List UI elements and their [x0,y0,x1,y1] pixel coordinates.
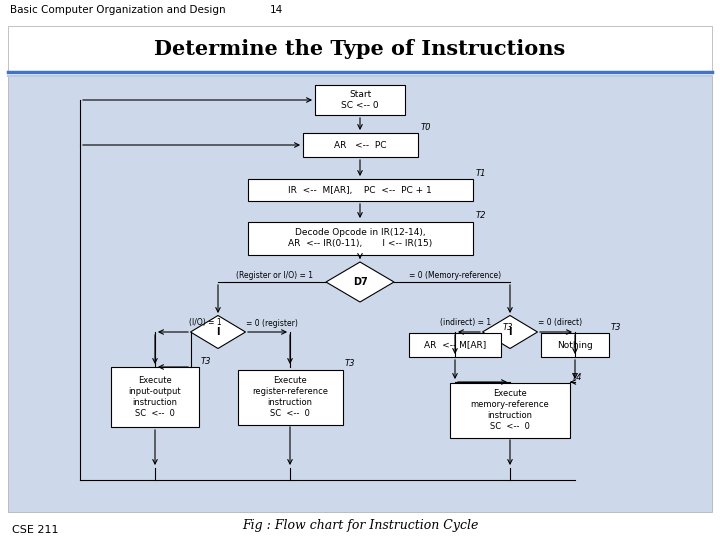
Text: T3: T3 [503,323,513,332]
Text: (indirect) = 1: (indirect) = 1 [441,319,492,327]
Text: = 0 (register): = 0 (register) [246,319,298,327]
Text: T3: T3 [201,357,212,366]
Text: Start
SC <-- 0: Start SC <-- 0 [341,90,379,110]
Polygon shape [191,315,246,348]
Text: Determine the Type of Instructions: Determine the Type of Instructions [154,39,566,59]
Polygon shape [482,315,538,348]
Text: T0: T0 [420,123,431,132]
Text: Nothing: Nothing [557,341,593,349]
Text: AR   <--  PC: AR <-- PC [334,140,386,150]
Text: Execute
memory-reference
instruction
SC  <--  0: Execute memory-reference instruction SC … [471,389,549,431]
Text: T3: T3 [344,360,355,368]
Bar [8,26,712,72]
Text: Basic Computer Organization and Design: Basic Computer Organization and Design [10,5,225,15]
Text: IR  <--  M[AR],    PC  <--  PC + 1: IR <-- M[AR], PC <-- PC + 1 [288,186,432,194]
Bar [248,179,472,201]
Text: AR  <-- M[AR]: AR <-- M[AR] [424,341,486,349]
Text: I: I [508,327,512,337]
Bar [238,369,343,424]
Bar [111,367,199,427]
Text: = 0 (direct): = 0 (direct) [538,319,582,327]
Text: T2: T2 [475,212,486,220]
Text: = 0 (Memory-reference): = 0 (Memory-reference) [409,271,501,280]
Text: (Register or I/O) = 1: (Register or I/O) = 1 [236,271,313,280]
Text: T4: T4 [572,373,582,381]
Text: T3: T3 [611,323,621,332]
Bar [541,333,609,357]
Bar [8,76,712,512]
Text: 14: 14 [270,5,283,15]
Text: Decode Opcode in IR(12-14),
AR  <-- IR(0-11),       I <-- IR(15): Decode Opcode in IR(12-14), AR <-- IR(0-… [288,228,432,248]
Text: Execute
input-output
instruction
SC  <--  0: Execute input-output instruction SC <-- … [129,376,181,418]
Bar [450,382,570,437]
Bar [409,333,501,357]
Bar [315,85,405,115]
Text: CSE 211: CSE 211 [12,525,58,535]
Text: Fig : Flow chart for Instruction Cycle: Fig : Flow chart for Instruction Cycle [242,518,478,531]
Bar [0,0,720,25]
Text: Execute
register-reference
instruction
SC  <--  0: Execute register-reference instruction S… [252,376,328,418]
Bar [248,221,472,254]
Text: I: I [216,327,220,337]
Text: T1: T1 [475,169,486,178]
Text: D7: D7 [353,277,367,287]
Text: (I/O) = 1: (I/O) = 1 [189,319,221,327]
Polygon shape [326,262,394,302]
Bar [302,133,418,157]
